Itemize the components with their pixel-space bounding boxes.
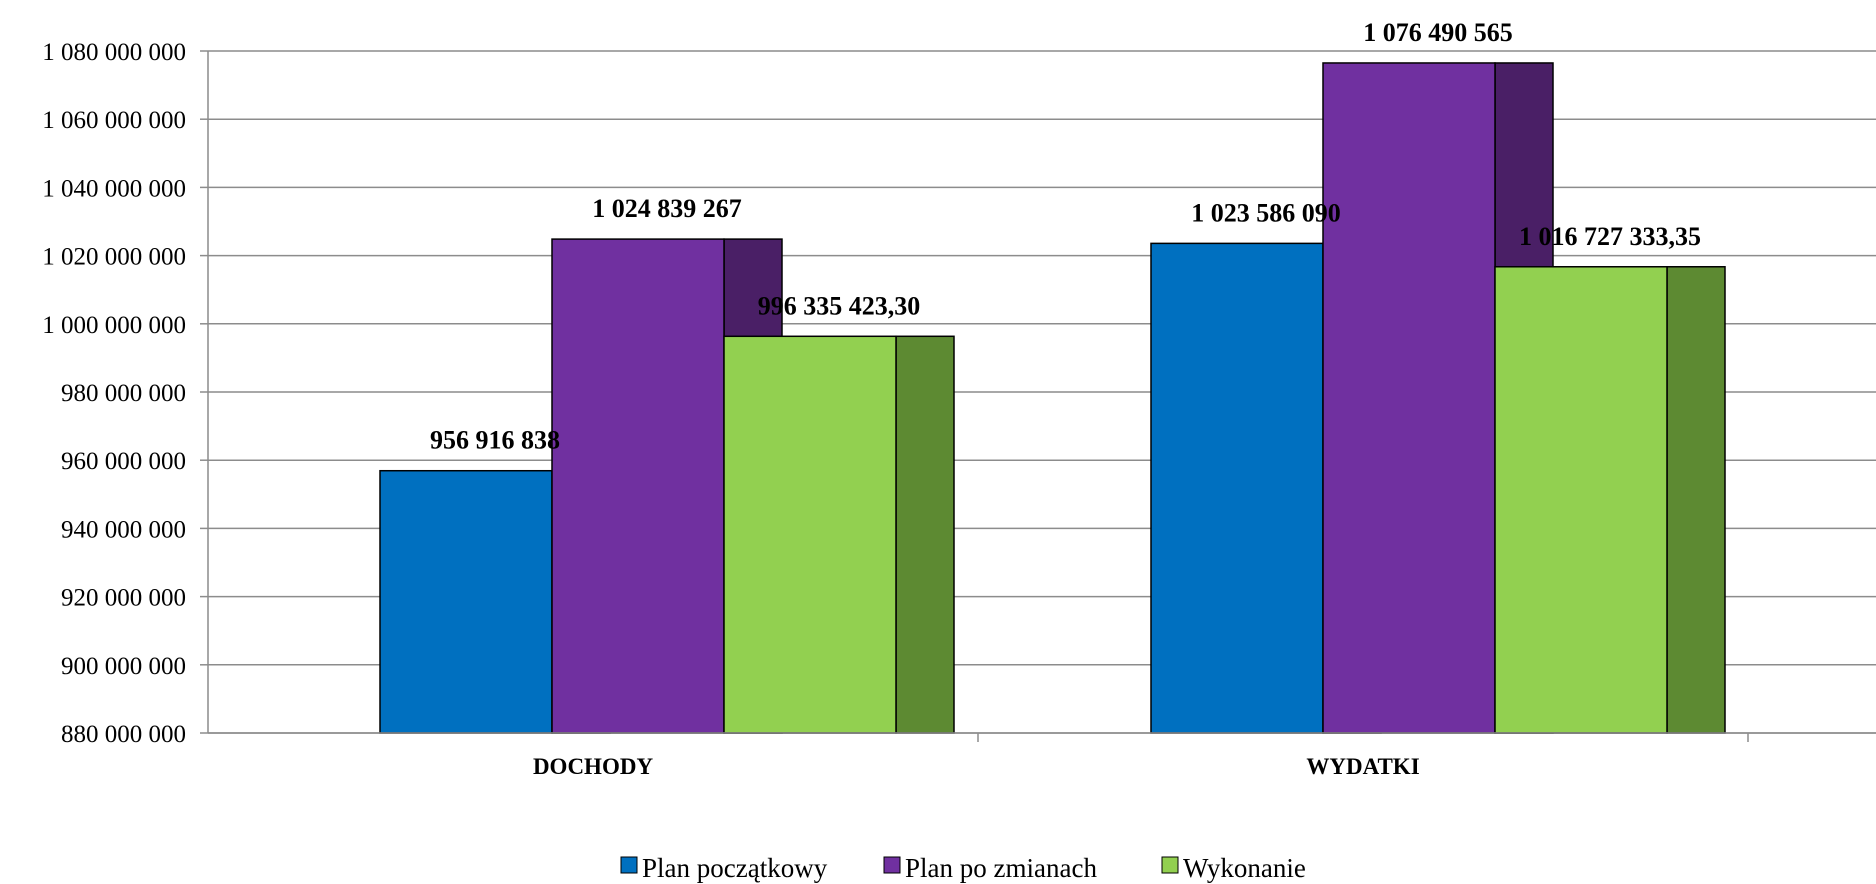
bar <box>1150 242 1324 734</box>
y-tick-label: 1 000 000 000 <box>42 312 186 339</box>
bar-depth <box>895 335 955 734</box>
bar <box>1494 266 1668 734</box>
y-tick-label: 1 080 000 000 <box>42 39 186 66</box>
data-label: 956 916 838 <box>430 426 560 455</box>
y-tick-label: 940 000 000 <box>61 516 186 543</box>
data-label: 1 023 586 090 <box>1191 198 1341 227</box>
bar-depth <box>1666 266 1726 734</box>
data-labels: 956 916 838 1 023 586 090 1 024 839 267 1 0… <box>430 18 1701 455</box>
category-labels: DOCHODY WYDATKI <box>533 754 1420 779</box>
y-tick-label: 1 020 000 000 <box>42 244 186 271</box>
legend-label: Plan początkowy <box>642 853 828 883</box>
data-label: 1 076 490 565 <box>1363 18 1513 47</box>
y-tick-label: 1 060 000 000 <box>42 107 186 134</box>
data-label: 996 335 423,30 <box>758 291 921 320</box>
legend: Plan początkowy Plan po zmianach Wykonanie <box>620 853 1306 883</box>
bars <box>379 62 1726 734</box>
legend-label: Wykonanie <box>1183 853 1306 883</box>
bar <box>551 238 725 734</box>
data-label: 1 024 839 267 <box>592 194 742 223</box>
legend-swatch <box>883 856 901 874</box>
y-tick-label: 920 000 000 <box>61 585 186 612</box>
axes <box>207 51 1876 742</box>
bar <box>723 335 897 734</box>
legend-swatch <box>620 856 638 874</box>
bar <box>379 469 553 734</box>
y-axis-tick-labels: 880 000 000 900 000 000 920 000 000 940 000… <box>42 39 186 748</box>
y-tick-label: 980 000 000 <box>61 380 186 407</box>
bar <box>1322 62 1496 734</box>
y-tick-label: 1 040 000 000 <box>42 175 186 202</box>
y-tick-label: 900 000 000 <box>61 653 186 680</box>
y-tick-label: 960 000 000 <box>61 448 186 475</box>
legend-swatch <box>1161 856 1179 874</box>
category-label: WYDATKI <box>1306 754 1419 779</box>
legend-label: Plan po zmianach <box>905 853 1097 883</box>
category-label: DOCHODY <box>533 754 654 779</box>
y-tick-label: 880 000 000 <box>61 721 186 748</box>
data-label: 1 016 727 333,35 <box>1519 222 1701 251</box>
